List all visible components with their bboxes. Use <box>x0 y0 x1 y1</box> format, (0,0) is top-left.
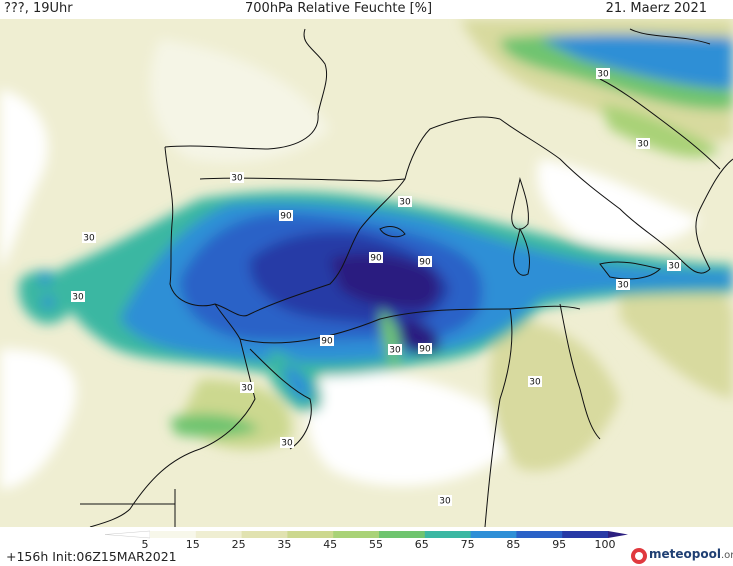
svg-text:30: 30 <box>617 281 629 291</box>
legend-swatch <box>241 531 288 538</box>
svg-text:30: 30 <box>231 174 243 184</box>
contour-label: 30 <box>596 68 610 80</box>
contour-label: 30 <box>82 232 96 244</box>
svg-text:90: 90 <box>280 212 292 222</box>
legend-swatch <box>333 531 380 538</box>
legend-upper-arrow <box>608 531 628 538</box>
svg-text:90: 90 <box>370 254 382 264</box>
contour-label: 30 <box>398 196 412 208</box>
legend-tick-label: 35 <box>277 538 291 549</box>
legend-swatch <box>424 531 472 538</box>
svg-text:90: 90 <box>419 258 431 268</box>
contour-label: 30 <box>71 291 85 303</box>
contour-label: 90 <box>418 256 432 268</box>
forecast-label: ???, 19Uhr <box>4 1 73 16</box>
chart-title: 700hPa Relative Feuchte [%] <box>245 1 433 16</box>
legend-tick-label: 65 <box>415 538 429 549</box>
legend-tick-label: 15 <box>186 538 200 549</box>
svg-text:30: 30 <box>281 439 293 449</box>
svg-text:30: 30 <box>597 70 609 80</box>
legend-swatch <box>287 531 334 538</box>
svg-text:30: 30 <box>439 497 451 507</box>
legend-lower-arrow <box>104 530 151 539</box>
contour-label: 30 <box>616 279 630 291</box>
forecast-date: 21. Maerz 2021 <box>605 1 707 16</box>
legend-swatch <box>150 531 197 538</box>
init-time-label: +156h Init:06Z15MAR2021 <box>6 549 177 564</box>
svg-text:30: 30 <box>399 198 411 208</box>
contour-label: 30 <box>528 376 542 388</box>
legend-swatch <box>516 531 563 538</box>
contour-label: 30 <box>438 495 452 507</box>
contour-label: 90 <box>320 335 334 347</box>
svg-text:30: 30 <box>529 378 541 388</box>
contour-labels: 30 30 30 30 90 90 90 90 90 30 30 30 30 3… <box>71 68 681 507</box>
contour-label: 30 <box>240 382 254 394</box>
svg-text:90: 90 <box>321 337 333 347</box>
contour-label: 90 <box>369 252 383 264</box>
contour-label: 30 <box>280 437 294 449</box>
legend-colorbar: 5 15 25 35 45 55 65 75 85 95 100 <box>104 530 628 549</box>
contour-label: 90 <box>418 343 432 355</box>
legend-swatch <box>470 531 517 538</box>
legend-tick-label: 100 <box>595 538 616 549</box>
logo-text: meteopool.org <box>649 547 733 561</box>
contour-label: 30 <box>230 172 244 184</box>
coastlines <box>80 28 733 527</box>
legend-tick-label: 45 <box>323 538 337 549</box>
meteopool-logo-icon <box>631 548 647 564</box>
legend-tick-label: 25 <box>232 538 246 549</box>
svg-text:30: 30 <box>637 140 649 150</box>
chart-footer: 5 15 25 35 45 55 65 75 85 95 100 +156h Init:06Z15M… <box>0 527 733 566</box>
legend-tick-label: 5 <box>142 538 149 549</box>
humidity-map: 30 30 30 30 90 90 90 90 90 30 30 30 30 3… <box>0 19 733 527</box>
legend-swatch <box>379 531 426 538</box>
legend-swatch <box>195 531 243 538</box>
svg-text:30: 30 <box>389 346 401 356</box>
legend-tick-label: 95 <box>552 538 566 549</box>
contour-label: 90 <box>279 210 293 222</box>
legend-tick-label: 75 <box>461 538 475 549</box>
humidity-field <box>0 19 733 489</box>
legend-tick-label: 85 <box>506 538 520 549</box>
chart-header: ???, 19Uhr 700hPa Relative Feuchte [%] 2… <box>0 0 733 20</box>
svg-text:30: 30 <box>83 234 95 244</box>
svg-text:90: 90 <box>419 345 431 355</box>
contour-label: 30 <box>388 344 402 356</box>
svg-text:30: 30 <box>241 384 253 394</box>
svg-text:30: 30 <box>72 293 84 303</box>
contour-label: 30 <box>667 260 681 272</box>
legend-tick-label: 55 <box>369 538 383 549</box>
contour-label: 30 <box>636 138 650 150</box>
legend-swatch <box>562 531 609 538</box>
svg-text:30: 30 <box>668 262 680 272</box>
